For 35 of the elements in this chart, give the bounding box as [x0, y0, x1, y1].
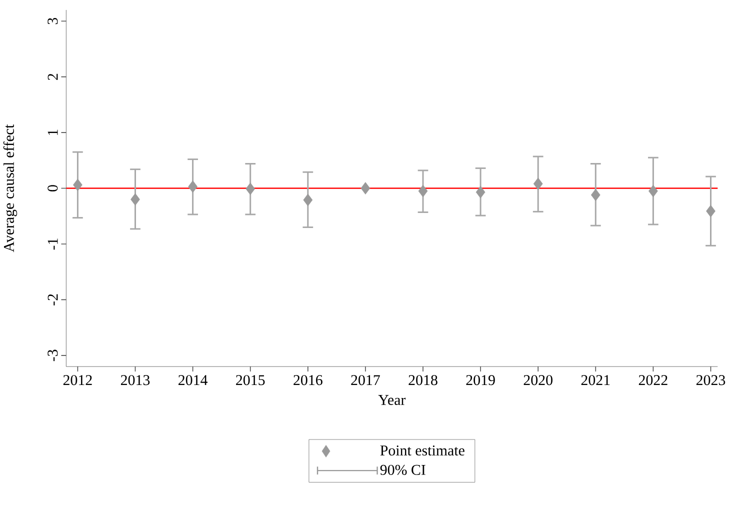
x-tick-label: 2020 — [524, 375, 552, 386]
point — [590, 188, 600, 202]
x-tick-label: 2013 — [120, 375, 150, 386]
x-axis-title: Year — [378, 395, 406, 405]
text: Point estimate — [380, 445, 464, 456]
y-tick-label: -3 — [48, 350, 58, 362]
x-tick-label: 2018 — [408, 375, 438, 386]
x-tick-label: 2015 — [236, 375, 265, 386]
y-tick-label: 1 — [48, 130, 58, 135]
x-tick-label: 2016 — [294, 375, 322, 386]
text: 90% CI — [380, 464, 426, 475]
x-tick-label: 2014 — [178, 375, 208, 386]
x-tick-label: 2021 — [581, 375, 610, 386]
point — [246, 182, 256, 195]
point — [648, 184, 658, 198]
y-tick-label: 2 — [48, 74, 58, 80]
y-tick-label: -1 — [48, 238, 58, 250]
point — [533, 178, 543, 190]
point — [73, 178, 82, 192]
x-tick-label: 2019 — [466, 375, 495, 386]
y-tick-label: -2 — [48, 294, 58, 306]
point — [418, 184, 428, 198]
point — [476, 186, 486, 198]
x-tick-label: 2022 — [638, 375, 668, 386]
point — [130, 193, 140, 206]
x-tick-label: 2017 — [351, 375, 380, 386]
x-tick-label: 2023 — [696, 375, 726, 386]
point — [303, 194, 313, 206]
y-tick-label: 0 — [48, 185, 58, 192]
point — [188, 180, 198, 193]
point — [360, 182, 370, 194]
point — [706, 204, 716, 218]
y-axis-title: Average causal effect — [3, 124, 18, 252]
y-tick-label: 3 — [48, 18, 58, 24]
x-tick-label: 2012 — [63, 375, 92, 386]
